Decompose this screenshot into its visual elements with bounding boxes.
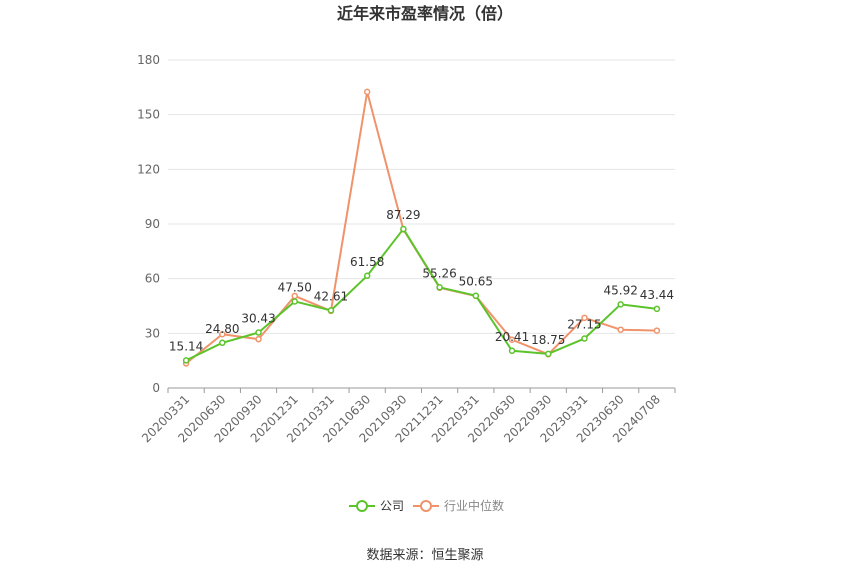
series-layer [182, 88, 661, 367]
data-label: 43.44 [640, 288, 674, 302]
data-label: 50.65 [459, 275, 493, 289]
data-label: 61.58 [350, 255, 384, 269]
data-point[interactable] [653, 327, 661, 334]
data-label: 15.14 [169, 339, 203, 353]
data-point[interactable] [255, 335, 262, 343]
y-tick-label: 90 [145, 217, 160, 231]
data-label: 47.50 [278, 280, 312, 294]
grid-lines [168, 59, 675, 334]
legend-marker [420, 500, 432, 512]
data-point[interactable] [219, 330, 226, 338]
data-label: 27.15 [567, 318, 601, 332]
data-point[interactable] [508, 347, 516, 355]
data-label: 20.41 [495, 330, 529, 344]
y-tick-label: 180 [137, 53, 160, 67]
data-point[interactable] [472, 292, 480, 299]
y-tick-label: 30 [145, 326, 160, 340]
legend-item-1[interactable]: 行业中位数 [413, 498, 504, 513]
source-note: 数据来源：恒生聚源 [366, 548, 483, 563]
data-point[interactable] [436, 284, 443, 291]
legend-item-0[interactable]: 公司 [349, 499, 404, 513]
data-point[interactable] [653, 305, 661, 313]
legend-marker [356, 500, 368, 512]
legend-label: 行业中位数 [444, 498, 504, 513]
data-point[interactable] [291, 298, 298, 305]
y-tick-label: 150 [137, 108, 160, 122]
data-label: 18.75 [531, 333, 565, 347]
data-point[interactable] [581, 335, 588, 342]
data-point[interactable] [255, 329, 262, 336]
data-point[interactable] [219, 339, 226, 347]
data-point[interactable] [363, 88, 371, 96]
data-point[interactable] [327, 307, 335, 314]
data-point[interactable] [182, 357, 190, 364]
data-label: 42.61 [314, 289, 348, 303]
data-point[interactable] [581, 314, 588, 322]
legend[interactable]: 公司 行业中位数 [349, 498, 504, 513]
legend-label: 公司 [380, 499, 404, 513]
chart-title: 近年来市盈率情况（倍） [337, 4, 513, 23]
data-label: 24.80 [205, 322, 239, 336]
data-label: 55.26 [422, 266, 456, 280]
y-tick-label: 120 [137, 162, 160, 176]
data-point[interactable] [617, 301, 624, 308]
y-tick-label: 0 [152, 381, 160, 395]
y-axis-ticks: 0 30 60 90 120 150 180 [137, 53, 160, 395]
y-tick-label: 60 [145, 272, 160, 286]
series-line-0 [185, 227, 658, 362]
data-point[interactable] [363, 272, 371, 280]
data-point[interactable] [617, 326, 624, 333]
data-label: 45.92 [603, 283, 637, 297]
data-point[interactable] [545, 350, 552, 358]
data-point[interactable] [508, 336, 516, 343]
data-label: 30.43 [241, 312, 275, 326]
data-point[interactable] [400, 225, 407, 233]
data-label: 87.29 [386, 208, 420, 222]
x-axis: 2020033120200630202009302020123120210331… [139, 387, 676, 445]
